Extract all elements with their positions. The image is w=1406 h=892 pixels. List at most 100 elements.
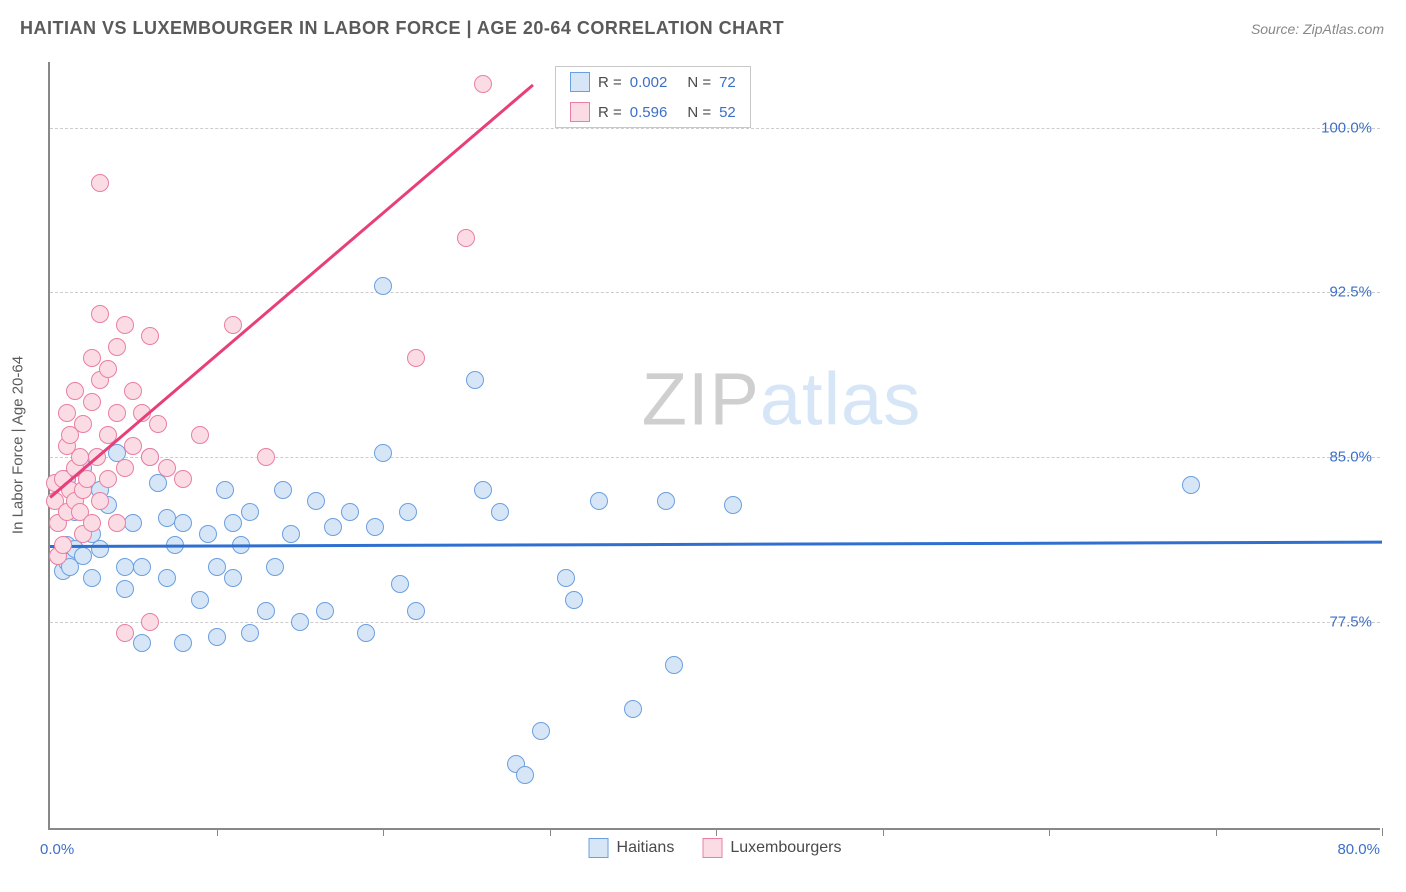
data-point bbox=[116, 558, 134, 576]
data-point bbox=[624, 700, 642, 718]
x-tick-mark bbox=[217, 828, 218, 836]
data-point bbox=[407, 349, 425, 367]
data-point bbox=[208, 628, 226, 646]
x-tick-mark bbox=[716, 828, 717, 836]
data-point bbox=[1182, 476, 1200, 494]
data-point bbox=[83, 349, 101, 367]
data-point bbox=[91, 540, 109, 558]
stat-r-label: R = bbox=[598, 74, 622, 91]
y-tick-label: 100.0% bbox=[1321, 119, 1382, 136]
x-tick-mark bbox=[383, 828, 384, 836]
data-point bbox=[407, 602, 425, 620]
chart-title: HAITIAN VS LUXEMBOURGER IN LABOR FORCE |… bbox=[20, 18, 784, 39]
stats-legend-row: R = 0.002N = 72 bbox=[556, 67, 750, 97]
data-point bbox=[174, 470, 192, 488]
data-point bbox=[399, 503, 417, 521]
data-point bbox=[224, 316, 242, 334]
x-tick-mark bbox=[1216, 828, 1217, 836]
series-legend: Haitians Luxembourgers bbox=[589, 838, 842, 858]
data-point bbox=[266, 558, 284, 576]
data-point bbox=[224, 569, 242, 587]
data-point bbox=[291, 613, 309, 631]
stat-r-label: R = bbox=[598, 104, 622, 121]
data-point bbox=[274, 481, 292, 499]
watermark: ZIPatlas bbox=[642, 357, 921, 442]
data-point bbox=[391, 575, 409, 593]
data-point bbox=[341, 503, 359, 521]
data-point bbox=[141, 327, 159, 345]
data-point bbox=[366, 518, 384, 536]
gridline bbox=[50, 292, 1380, 293]
data-point bbox=[174, 634, 192, 652]
data-point bbox=[116, 459, 134, 477]
data-point bbox=[357, 624, 375, 642]
x-axis-max-label: 80.0% bbox=[1337, 841, 1380, 858]
source-attribution: Source: ZipAtlas.com bbox=[1251, 21, 1384, 37]
legend-item: Haitians bbox=[589, 838, 675, 858]
data-point bbox=[141, 613, 159, 631]
data-point bbox=[241, 503, 259, 521]
data-point bbox=[324, 518, 342, 536]
data-point bbox=[141, 448, 159, 466]
data-point bbox=[108, 404, 126, 422]
x-tick-mark bbox=[883, 828, 884, 836]
data-point bbox=[474, 481, 492, 499]
legend-swatch bbox=[589, 838, 609, 858]
data-point bbox=[282, 525, 300, 543]
y-tick-label: 92.5% bbox=[1329, 284, 1382, 301]
data-point bbox=[116, 624, 134, 642]
data-point bbox=[557, 569, 575, 587]
data-point bbox=[149, 415, 167, 433]
data-point bbox=[374, 277, 392, 295]
stat-n-label: N = bbox=[687, 104, 711, 121]
data-point bbox=[124, 514, 142, 532]
stat-n-label: N = bbox=[687, 74, 711, 91]
data-point bbox=[257, 602, 275, 620]
x-tick-mark bbox=[550, 828, 551, 836]
legend-swatch bbox=[570, 102, 590, 122]
data-point bbox=[149, 474, 167, 492]
legend-swatch bbox=[570, 72, 590, 92]
data-point bbox=[116, 580, 134, 598]
scatter-chart: In Labor Force | Age 20-64 ZIPatlas 77.5… bbox=[48, 62, 1380, 830]
x-axis-min-label: 0.0% bbox=[40, 841, 74, 858]
data-point bbox=[191, 426, 209, 444]
data-point bbox=[724, 496, 742, 514]
data-point bbox=[54, 536, 72, 554]
data-point bbox=[158, 509, 176, 527]
legend-label: Haitians bbox=[617, 839, 675, 857]
data-point bbox=[657, 492, 675, 510]
stats-legend-row: R = 0.596N = 52 bbox=[556, 97, 750, 127]
data-point bbox=[158, 459, 176, 477]
data-point bbox=[124, 382, 142, 400]
legend-label: Luxembourgers bbox=[730, 839, 841, 857]
data-point bbox=[91, 174, 109, 192]
data-point bbox=[466, 371, 484, 389]
data-point bbox=[307, 492, 325, 510]
data-point bbox=[91, 492, 109, 510]
data-point bbox=[108, 338, 126, 356]
data-point bbox=[590, 492, 608, 510]
data-point bbox=[374, 444, 392, 462]
data-point bbox=[316, 602, 334, 620]
stats-legend: R = 0.002N = 72R = 0.596N = 52 bbox=[555, 66, 751, 128]
data-point bbox=[74, 415, 92, 433]
data-point bbox=[516, 766, 534, 784]
data-point bbox=[532, 722, 550, 740]
stat-n-value: 72 bbox=[719, 74, 736, 91]
gridline bbox=[50, 622, 1380, 623]
data-point bbox=[133, 558, 151, 576]
data-point bbox=[99, 470, 117, 488]
data-point bbox=[665, 656, 683, 674]
stat-n-value: 52 bbox=[719, 104, 736, 121]
data-point bbox=[241, 624, 259, 642]
data-point bbox=[58, 404, 76, 422]
data-point bbox=[199, 525, 217, 543]
gridline bbox=[50, 457, 1380, 458]
data-point bbox=[208, 558, 226, 576]
data-point bbox=[133, 634, 151, 652]
data-point bbox=[224, 514, 242, 532]
data-point bbox=[83, 569, 101, 587]
data-point bbox=[174, 514, 192, 532]
data-point bbox=[99, 360, 117, 378]
